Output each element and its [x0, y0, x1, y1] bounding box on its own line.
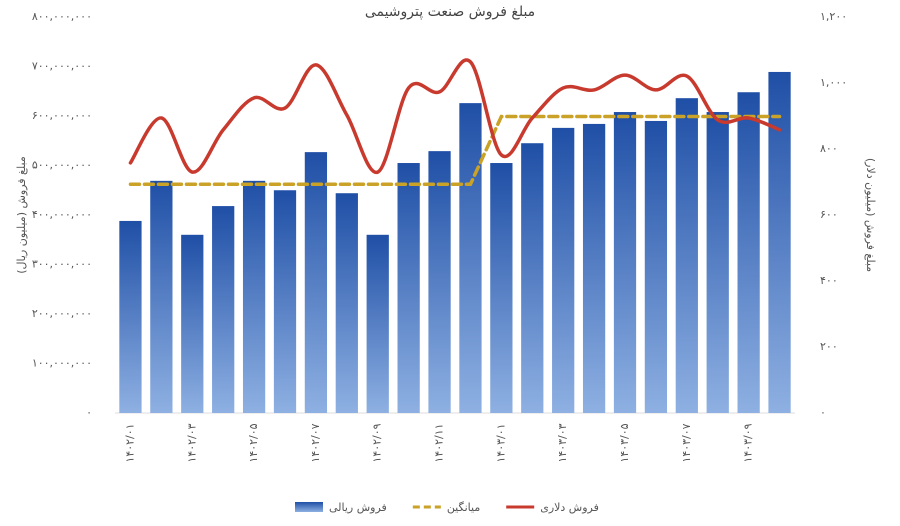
x-tick-label: ۱۴۰۳/۰۷	[680, 423, 693, 462]
legend-item: میانگین	[412, 501, 481, 514]
bar	[552, 127, 575, 413]
line	[128, 114, 782, 187]
bar	[366, 234, 389, 413]
y2-tick-label: ۸۰۰	[820, 142, 838, 155]
y-tick-label: ۲۰۰,۰۰۰,۰۰۰	[32, 307, 92, 320]
y-axis-label: مبلغ فروش (میلیون ریال)	[15, 156, 28, 274]
y2-tick-label: ۱,۲۰۰	[820, 10, 847, 23]
x-tick-label: ۱۴۰۲/۱۱	[433, 423, 446, 462]
legend-label: میانگین	[447, 501, 481, 514]
bar	[521, 143, 544, 413]
y2-tick-label: ۴۰۰	[820, 274, 838, 287]
chart-title: مبلغ فروش صنعت پتروشیمی	[365, 4, 535, 20]
x-tick-label: ۱۴۰۳/۰۳	[556, 423, 569, 462]
bar	[335, 193, 358, 413]
bar	[706, 112, 729, 413]
x-tick-label: ۱۴۰۲/۰۳	[185, 423, 198, 462]
y-tick-label: ۵۰۰,۰۰۰,۰۰۰	[32, 159, 92, 172]
x-tick-label: ۱۴۰۲/۰۵	[247, 423, 260, 462]
line	[128, 58, 782, 174]
x-tick-label: ۱۴۰۲/۰۷	[309, 423, 322, 462]
bar	[397, 163, 420, 413]
bar	[490, 163, 513, 413]
legend-label: فروش ریالی	[329, 501, 387, 514]
bar	[644, 120, 668, 413]
bar	[737, 92, 760, 414]
y-tick-label: ۸۰۰,۰۰۰,۰۰۰	[32, 10, 92, 23]
bar	[613, 112, 637, 413]
y2-tick-label: ۲۰۰	[820, 340, 838, 353]
y-tick-label: ۴۰۰,۰۰۰,۰۰۰	[32, 208, 92, 221]
bar	[459, 103, 482, 413]
y2-tick-label: ۶۰۰	[820, 208, 838, 221]
x-tick-label: ۱۴۰۲/۰۹	[371, 423, 384, 462]
bar	[768, 71, 791, 413]
y2-tick-label: ۰	[820, 406, 826, 419]
bar	[212, 206, 235, 413]
bar	[273, 190, 297, 413]
y-tick-label: ۳۰۰,۰۰۰,۰۰۰	[32, 258, 92, 271]
legend-item: فروش ریالی	[295, 501, 387, 514]
legend-item: فروش دلاری	[506, 501, 599, 514]
y-tick-label: ۰	[86, 406, 92, 419]
bar	[582, 123, 606, 414]
x-tick-label: ۱۴۰۳/۰۹	[742, 423, 755, 462]
y-tick-label: ۱۰۰,۰۰۰,۰۰۰	[32, 357, 92, 370]
x-tick-label: ۱۴۰۲/۰۱	[123, 423, 136, 462]
y-tick-label: ۶۰۰,۰۰۰,۰۰۰	[32, 109, 92, 122]
bar	[304, 152, 328, 413]
y2-axis-label: مبلغ فروش (میلیون دلار)	[864, 158, 877, 272]
bar	[242, 180, 266, 413]
y-tick-label: ۷۰۰,۰۰۰,۰۰۰	[32, 60, 92, 73]
legend-label: فروش دلاری	[540, 501, 599, 514]
bar	[675, 98, 698, 414]
x-tick-label: ۱۴۰۳/۰۵	[618, 423, 631, 462]
x-tick-label: ۱۴۰۳/۰۱	[494, 423, 507, 462]
bar	[119, 220, 142, 413]
y2-tick-label: ۱,۰۰۰	[820, 76, 847, 89]
bar	[428, 151, 451, 413]
bar	[150, 180, 173, 413]
legend-swatch	[295, 502, 323, 512]
bar	[181, 234, 204, 413]
